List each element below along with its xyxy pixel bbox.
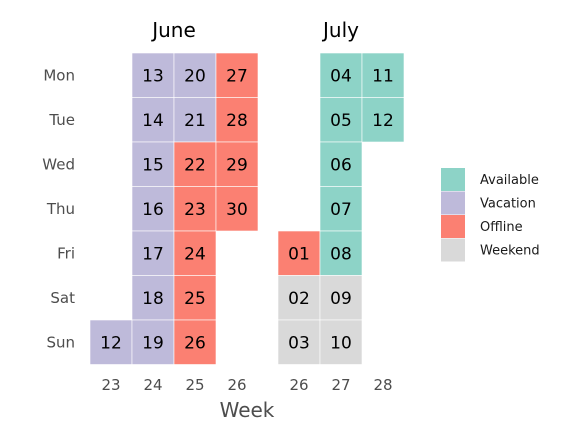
panel-july: July 01 02 03 04 05 06 07 08 09 10 11 12 26 27 28 (277, 18, 405, 394)
heatmap-cell (215, 186, 259, 232)
cell-label: 28 (226, 111, 248, 131)
day-label: Sun (46, 333, 75, 351)
cell-label: 24 (184, 244, 206, 264)
day-label: Tue (48, 111, 75, 129)
heatmap-cell (131, 319, 175, 365)
cell-label: 08 (330, 244, 352, 264)
cell-label: 03 (288, 333, 310, 353)
cell-label: 11 (372, 66, 394, 86)
heatmap-cell (319, 230, 363, 276)
cell-label: 30 (226, 200, 248, 220)
month-title: June (150, 18, 196, 42)
legend-swatch-available (441, 168, 465, 191)
heatmap-cell (319, 186, 363, 232)
heatmap-cell (89, 319, 133, 365)
heatmap-cell (215, 97, 259, 143)
heatmap-cell (277, 319, 321, 365)
legend-label-available: Available (480, 173, 539, 188)
week-tick-label: 23 (101, 376, 120, 394)
cell-label: 04 (330, 66, 352, 86)
heatmap-cell (131, 97, 175, 143)
cell-label: 05 (330, 111, 352, 131)
heatmap-cell (319, 275, 363, 321)
legend-label-weekend: Weekend (480, 244, 540, 259)
cell-label: 09 (330, 289, 352, 309)
week-tick-label: 24 (143, 376, 162, 394)
cell-label: 12 (372, 111, 394, 131)
cell-label: 27 (226, 66, 248, 86)
day-labels: Mon Tue Wed Thu Fri Sat Sun (42, 66, 75, 351)
legend-label-offline: Offline (480, 220, 523, 235)
panel-june: June 12 13 14 15 16 17 18 19 20 21 22 23 24 25 26 27 28 29… (89, 18, 259, 394)
cell-label: 21 (184, 111, 206, 131)
cell-label: 22 (184, 155, 206, 175)
day-label: Fri (57, 244, 75, 262)
cell-label: 07 (330, 200, 352, 220)
panels: June 12 13 14 15 16 17 18 19 20 21 22 23 24 25 26 27 28 29… (89, 18, 405, 394)
heatmap-cell (131, 230, 175, 276)
heatmap-cell (361, 52, 405, 98)
legend-label-vacation: Vacation (480, 197, 536, 212)
month-title: July (321, 18, 359, 42)
day-label: Thu (46, 200, 75, 218)
cell-label: 25 (184, 289, 206, 309)
week-tick-label: 28 (373, 376, 392, 394)
week-tick-label: 26 (227, 376, 246, 394)
cell-label: 15 (142, 155, 164, 175)
heatmap-cell (215, 141, 259, 187)
heatmap-cell (319, 141, 363, 187)
cell-label: 29 (226, 155, 248, 175)
heatmap-cell (319, 319, 363, 365)
heatmap-cell (131, 52, 175, 98)
cell-label: 16 (142, 200, 164, 220)
heatmap-cell (131, 141, 175, 187)
cell-label: 19 (142, 333, 164, 353)
cell-label: 06 (330, 155, 352, 175)
heatmap-cell (277, 275, 321, 321)
day-label: Sat (50, 289, 75, 307)
cell-label: 01 (288, 244, 310, 264)
legend: Available Vacation Offline Weekend (441, 168, 540, 262)
cell-label: 12 (100, 333, 122, 353)
heatmap-cell (173, 275, 217, 321)
week-tick-label: 27 (331, 376, 350, 394)
day-label: Wed (42, 155, 75, 173)
heatmap-cell (277, 230, 321, 276)
heatmap-cell (361, 97, 405, 143)
heatmap-cell (215, 52, 259, 98)
heatmap-cell (173, 319, 217, 365)
cell-label: 23 (184, 200, 206, 220)
legend-swatch-weekend (441, 238, 465, 262)
week-tick-label: 25 (185, 376, 204, 394)
day-label: Mon (43, 66, 75, 84)
heatmap-cell (173, 97, 217, 143)
cell-label: 13 (142, 66, 164, 86)
heatmap-cell (173, 186, 217, 232)
cell-label: 10 (330, 333, 352, 353)
week-tick-label: 26 (289, 376, 308, 394)
cell-label: 14 (142, 111, 164, 131)
cell-label: 20 (184, 66, 206, 86)
legend-swatch-vacation (441, 191, 465, 215)
cell-label: 02 (288, 289, 310, 309)
heatmap-cell (319, 52, 363, 98)
cell-label: 26 (184, 333, 206, 353)
x-axis-title: Week (220, 398, 275, 422)
cell-label: 17 (142, 244, 164, 264)
legend-swatch-offline (441, 215, 465, 238)
cell-label: 18 (142, 289, 164, 309)
